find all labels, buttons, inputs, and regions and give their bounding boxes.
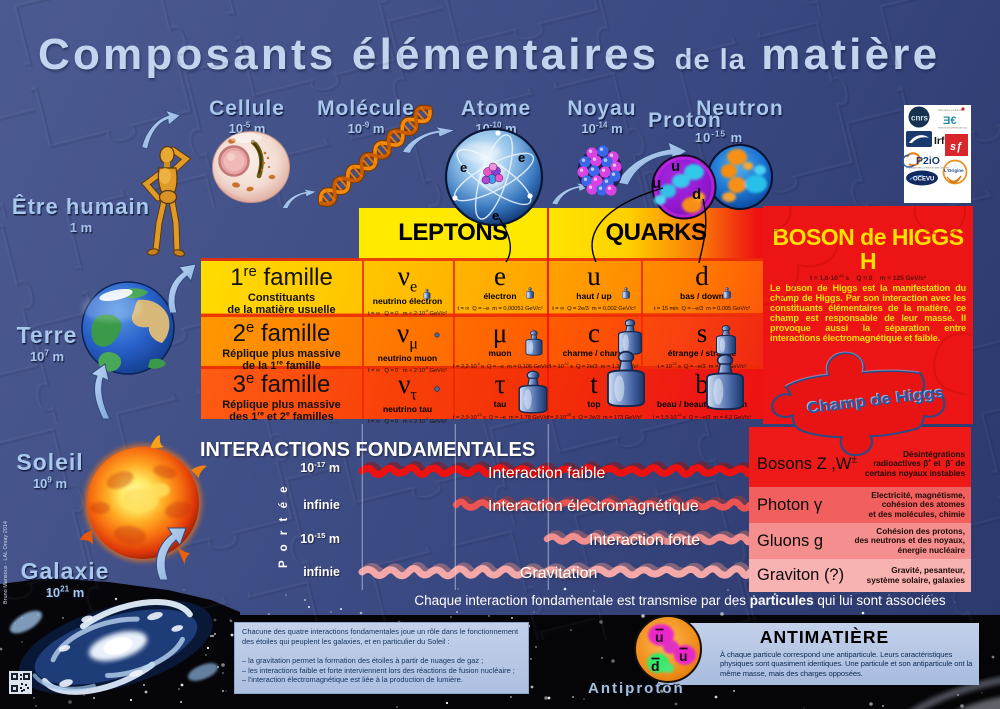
svg-text:Ǝ€: Ǝ€ [943, 115, 956, 127]
svg-text:P2iO: P2iO [916, 155, 940, 167]
svg-text:L'Origine: L'Origine [944, 168, 964, 173]
svg-text:d: d [692, 186, 701, 203]
svg-text:u: u [655, 629, 664, 645]
svg-text:e: e [460, 160, 467, 175]
svg-text:www.sciencesalecole.org: www.sciencesalecole.org [938, 126, 968, 130]
svg-text:u: u [652, 175, 661, 192]
svg-text:e: e [518, 150, 525, 165]
svg-text:e: e [492, 208, 499, 223]
svg-text:Sciences à l'École: Sciences à l'École [938, 107, 963, 112]
svg-text:Physique des 2 infinis et des: Physique des 2 infinis et des Origines [906, 166, 950, 170]
svg-text:OCEVU: OCEVU [913, 177, 934, 183]
svg-text:u: u [671, 158, 680, 175]
svg-text:d: d [651, 658, 660, 674]
svg-text:sƒ: sƒ [950, 141, 962, 153]
svg-text:cnrs: cnrs [911, 114, 928, 123]
svg-text:u: u [679, 648, 688, 664]
